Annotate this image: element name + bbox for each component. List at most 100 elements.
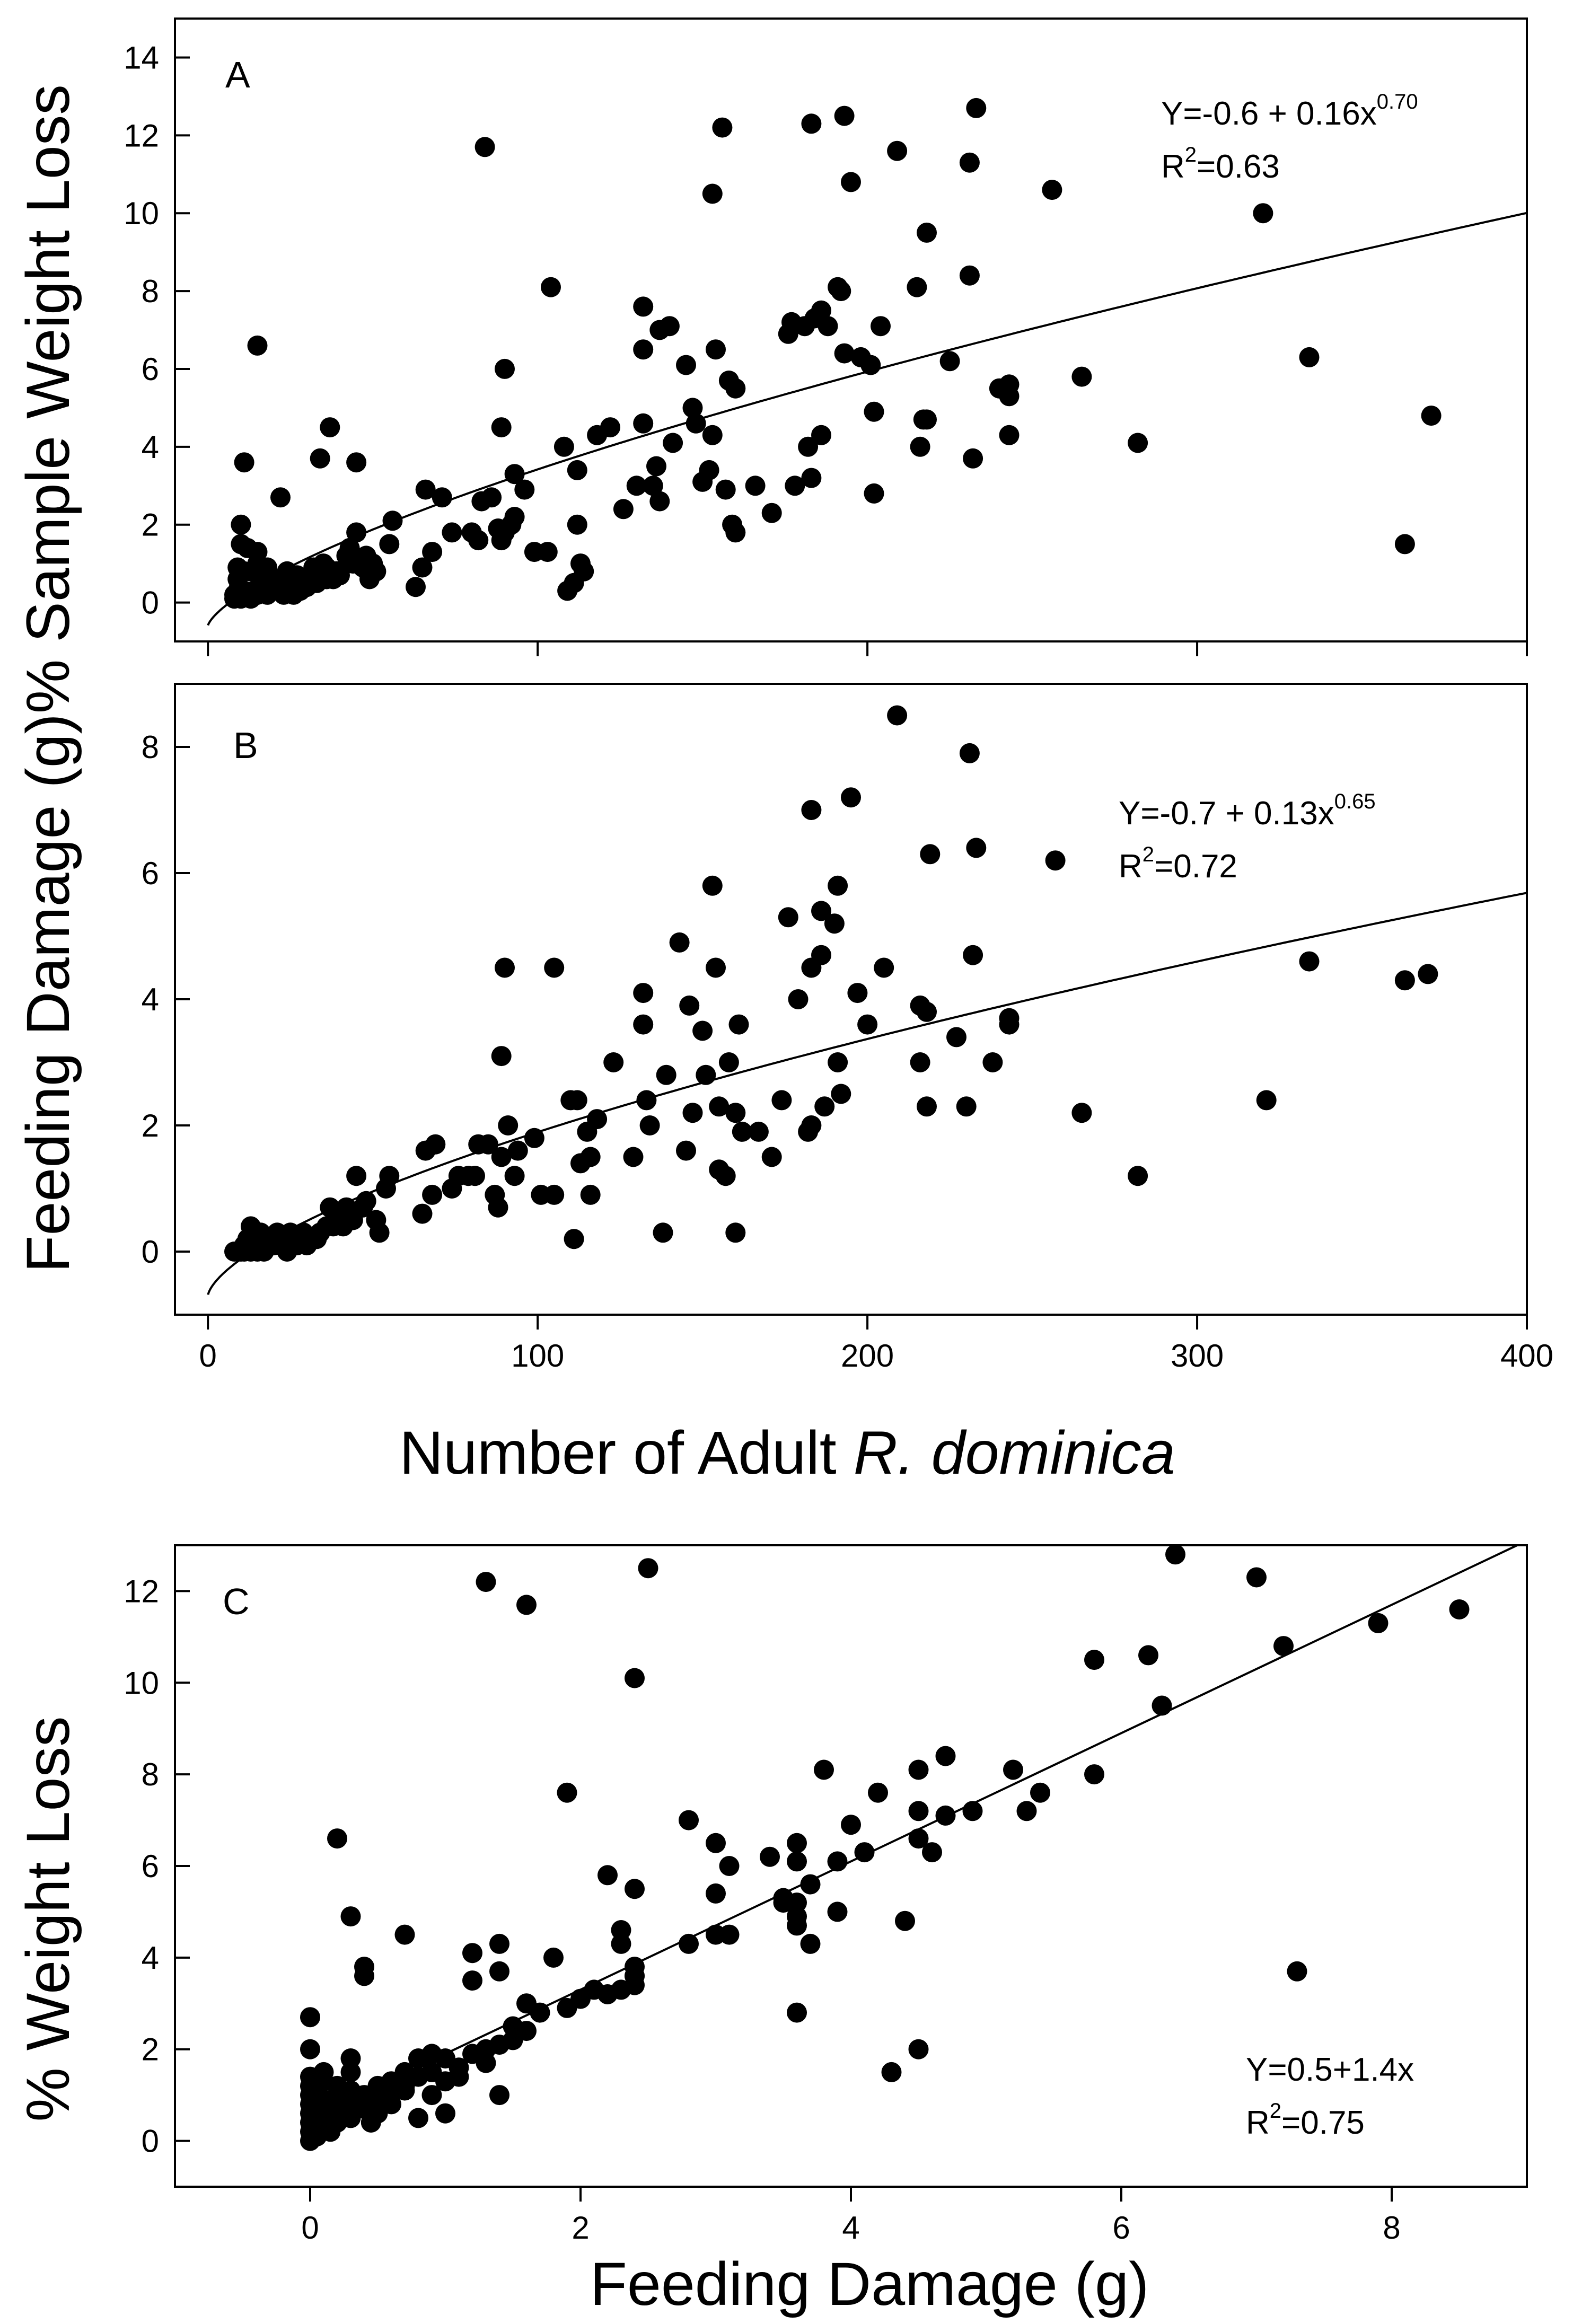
data-point [1299, 347, 1320, 367]
data-point [773, 1888, 794, 1908]
data-point [715, 1166, 736, 1186]
data-point [340, 2048, 361, 2068]
data-point [489, 1961, 509, 1982]
data-point [1071, 366, 1092, 387]
data-point [785, 476, 805, 496]
data-point [999, 425, 1020, 445]
data-point [761, 503, 782, 523]
data-point [339, 1203, 360, 1224]
y-tick-label: 0 [142, 585, 159, 621]
data-point [676, 1140, 696, 1161]
data-point [712, 117, 733, 138]
data-point [871, 316, 891, 337]
data-point [1071, 1103, 1092, 1123]
data-point [999, 386, 1020, 407]
data-point [814, 1096, 835, 1117]
y-tick-label: 6 [142, 351, 159, 387]
data-point [696, 1064, 716, 1085]
data-point [811, 300, 831, 321]
data-point [468, 1134, 489, 1155]
data-point [625, 1668, 645, 1688]
data-point [1128, 1166, 1148, 1186]
y-tick-label: 6 [142, 1848, 159, 1884]
y-tick-label: 6 [142, 856, 159, 891]
data-point [488, 518, 508, 539]
data-point [489, 1933, 509, 1954]
data-point [910, 1052, 930, 1072]
data-point [679, 1933, 699, 1954]
data-point [415, 1140, 436, 1161]
y-tick-label: 0 [142, 2124, 159, 2159]
data-point [725, 1222, 746, 1243]
panel-a: 0 2 4 6 8 10 12 14 A Y=-0.6 + 0.16x0.70 R2=0.63 [124, 17, 1528, 656]
data-point [787, 1851, 807, 1872]
data-point [917, 409, 937, 430]
data-point [476, 1572, 496, 1592]
data-point [1421, 406, 1442, 426]
data-point [636, 1090, 657, 1111]
data-point [874, 957, 894, 978]
data-point [959, 743, 980, 763]
data-point [408, 2108, 428, 2128]
y-tick-label: 2 [142, 1108, 159, 1143]
data-point [613, 499, 634, 520]
data-point [719, 1856, 740, 1876]
data-point [801, 468, 822, 488]
data-point [834, 105, 855, 126]
data-point [346, 452, 367, 473]
data-point [442, 522, 462, 543]
data-point [787, 2002, 807, 2023]
data-point [376, 1178, 396, 1199]
data-point [643, 476, 663, 496]
data-point [917, 222, 937, 243]
data-point [412, 1203, 433, 1224]
data-point [963, 945, 983, 965]
data-point [306, 1229, 327, 1249]
data-point [524, 542, 544, 562]
data-point [381, 2094, 401, 2115]
data-point [1253, 203, 1273, 224]
data-point [725, 1103, 746, 1123]
data-point [910, 436, 930, 457]
data-point [728, 1014, 749, 1035]
data-point [1138, 1645, 1158, 1666]
data-point [715, 479, 736, 500]
data-point [771, 1090, 792, 1111]
data-point [421, 2085, 442, 2106]
data-point [935, 1805, 956, 1826]
data-point [1045, 850, 1066, 871]
data-point [597, 1865, 618, 1886]
x-tick-label: 0 [301, 2210, 319, 2246]
data-point [1299, 951, 1320, 972]
data-point [1418, 964, 1438, 984]
data-point [626, 476, 647, 496]
data-point [841, 1815, 861, 1835]
data-point [828, 1052, 848, 1072]
data-point [699, 460, 719, 480]
data-point [881, 2062, 902, 2082]
data-point [706, 1883, 726, 1904]
data-point [827, 1851, 848, 1872]
data-point [300, 2007, 320, 2028]
data-point [356, 545, 376, 566]
r-squared: R2=0.63 [1161, 143, 1280, 185]
data-point [917, 1001, 937, 1022]
data-point [895, 1911, 915, 1931]
chart-panels: 0 2 4 6 8 10 12 14 A Y=-0.6 + 0.16x0.70 R2=0.63 0 2 4… [124, 17, 1553, 2246]
data-point [1030, 1782, 1050, 1803]
data-point [524, 1128, 544, 1148]
data-point [935, 1746, 956, 1766]
data-point [962, 1801, 983, 1821]
data-point [603, 1052, 624, 1072]
data-point [560, 1090, 581, 1111]
data-point [422, 542, 443, 562]
data-point [761, 1147, 782, 1167]
data-point [553, 436, 574, 457]
data-point [706, 957, 726, 978]
data-point [320, 417, 340, 438]
data-point [831, 281, 851, 302]
data-point [787, 1833, 807, 1853]
data-point [498, 1115, 519, 1135]
data-point [702, 425, 723, 445]
data-point [682, 1103, 703, 1123]
